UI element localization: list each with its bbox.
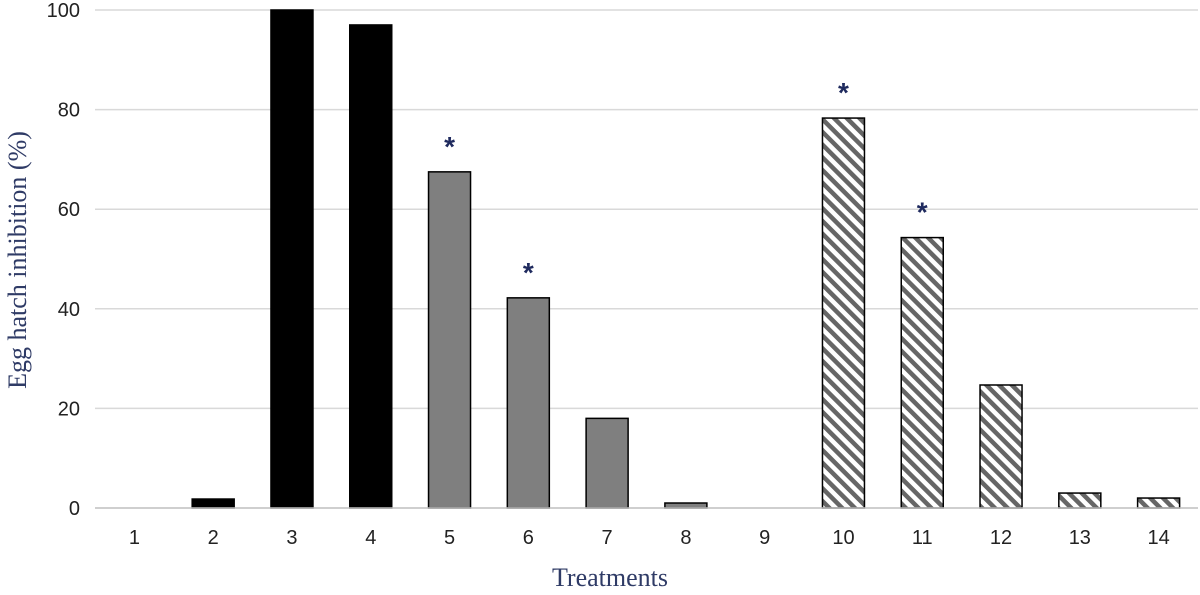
x-tick-label: 9 (759, 527, 770, 549)
x-tick-label: 13 (1069, 527, 1091, 549)
x-tick-label: 4 (365, 527, 376, 549)
x-tick-label: 2 (208, 527, 219, 549)
significance-marker-11: * (917, 197, 928, 228)
x-tick-label: 3 (286, 527, 297, 549)
x-tick-label: 6 (523, 527, 534, 549)
bar-5 (427, 171, 472, 509)
x-tick-label: 14 (1147, 527, 1169, 549)
bar-10 (821, 117, 866, 509)
significance-marker-5: * (444, 131, 455, 162)
y-tick-label: 20 (58, 398, 80, 420)
bar-3 (270, 9, 314, 509)
x-tick-label: 10 (832, 527, 854, 549)
bar-13 (1058, 492, 1102, 509)
x-tick-label: 7 (602, 527, 613, 549)
bar-6 (506, 297, 551, 509)
bar-7 (585, 417, 629, 509)
y-tick-label: 0 (69, 498, 80, 520)
significance-marker-10: * (838, 77, 849, 108)
y-tick-label: 80 (58, 100, 80, 122)
bar-14 (1136, 497, 1181, 509)
x-axis-title: Treatments (552, 563, 668, 590)
gridlines (95, 9, 1198, 410)
x-tick-label: 11 (912, 527, 933, 549)
bar-12 (979, 384, 1023, 509)
y-tick-label: 100 (47, 0, 80, 22)
x-tick-label: 1 (129, 527, 140, 549)
significance-marker-6: * (523, 257, 534, 288)
y-tick-label: 40 (58, 299, 80, 321)
x-tick-label: 12 (990, 527, 1012, 549)
x-tick-label: 8 (680, 527, 691, 549)
y-tick-label: 60 (58, 199, 80, 221)
bars (191, 9, 1181, 509)
bar-11 (900, 236, 944, 509)
y-axis-title: Egg hatch inhibition (%) (3, 131, 32, 389)
bar-2 (191, 498, 235, 509)
bar-4 (349, 24, 393, 509)
x-tick-label: 5 (444, 527, 455, 549)
significance-markers: * * * * (444, 77, 928, 288)
